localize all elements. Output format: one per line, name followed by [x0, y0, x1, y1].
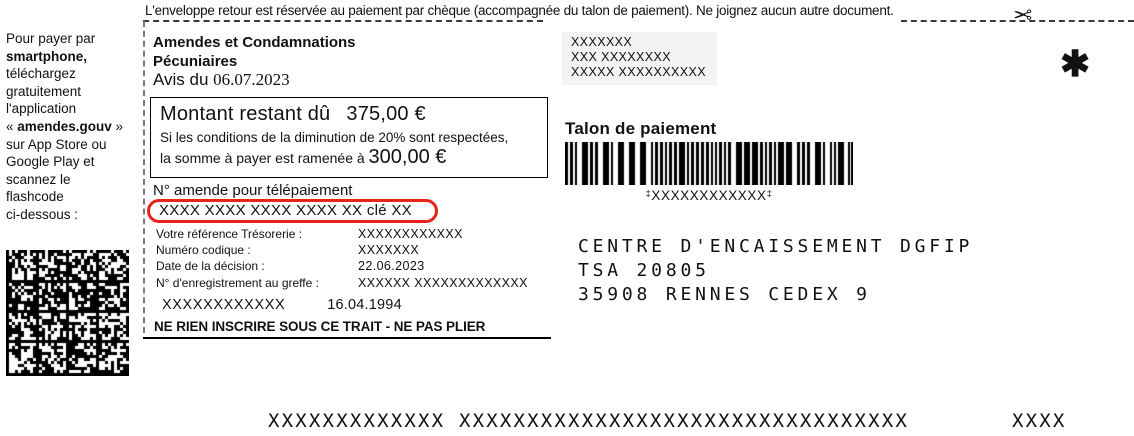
reference-value: XXXXXXXXXXXX [358, 227, 463, 241]
cut-dashed-line-left [143, 20, 543, 22]
address-line: TSA 20805 [578, 260, 710, 282]
telepayment-number-box: XXXX XXXX XXXX XXXX XX clé XX [147, 199, 438, 223]
address-line: 35908 RENNES CEDEX 9 [578, 284, 871, 306]
scissors-icon: ✂ [1013, 2, 1033, 28]
recipient-address-block: XXXXXXX XXX XXXXXXXX XXXXX XXXXXXXXXX [562, 32, 717, 85]
machine-readable-line-left: XXXXXXXXXXXXX XXXXXXXXXXXXXXXXXXXXXXXXXX… [268, 410, 910, 432]
debtor-name: XXXXXXXXXXXX [162, 297, 286, 313]
notice-date-line: Avis du 06.07.2023 [153, 70, 290, 90]
asterisk-marker-icon: ✱ [1060, 43, 1091, 84]
debtor-birthdate: 16.04.1994 [327, 297, 402, 313]
notice-title-line1: Amendes et Condamnations [153, 34, 356, 51]
telepayment-label: N° amende pour télépaiement [153, 182, 353, 199]
avis-date: 06.07.2023 [213, 70, 290, 89]
payment-barcode-icon [565, 142, 853, 185]
table-row: N° d'enregistrement au greffe : XXXXXX XX… [156, 275, 528, 291]
recipient-line: XXX XXXXXXXX [571, 50, 671, 64]
amount-due-label: Montant restant dû [160, 103, 331, 125]
recipient-line: XXXXXXX [571, 35, 633, 49]
amount-due-line: Montant restant dû 375,00 € [160, 103, 537, 126]
sidebar-text-line: Pour payer par [6, 31, 96, 46]
reference-value: XXXXXX XXXXXXXXXXXXX [358, 275, 528, 290]
amount-due-value: 375,00 € [346, 103, 426, 125]
envelope-instruction: L'enveloppe retour est réservée au paiem… [145, 3, 894, 18]
fold-warning: NE RIEN INSCRIRE SOUS CE TRAIT - NE PAS … [143, 319, 551, 339]
amount-due-box: Montant restant dû 375,00 € Si les condit… [150, 97, 548, 178]
barcode-value: XXXXXXXXXXXX [651, 188, 767, 203]
sidebar-text-line: Google Play et [6, 154, 95, 170]
debtor-line: XXXXXXXXXXXX 16.04.1994 [162, 297, 402, 313]
sidebar-text-line: téléchargez [6, 66, 76, 82]
sidebar-text-line: scannez le [6, 171, 71, 187]
sidebar-text-line: « amendes.gouv » [6, 118, 142, 136]
barcode-stop-char: ‡ [766, 188, 773, 200]
sidebar-text-line: l'application [6, 101, 77, 117]
table-row: Numéro codique : XXXXXXX [156, 242, 528, 258]
talon-title: Talon de paiement [565, 119, 717, 138]
cut-dashed-line-right [901, 20, 1134, 22]
detach-dashed-border [143, 21, 145, 333]
reference-table: Votre référence Trésorerie : XXXXXXXXXXXX… [156, 226, 528, 291]
flashcode-datamatrix-icon [6, 250, 129, 376]
sidebar-text-line: sur App Store ou [6, 136, 107, 152]
address-line: CENTRE D'ENCAISSEMENT DGFIP [578, 236, 974, 257]
notice-title: Amendes et Condamnations Pécuniaires [153, 33, 356, 71]
reference-value: 22.06.2023 [358, 259, 425, 274]
table-row: Votre référence Trésorerie : XXXXXXXXXXXX [156, 226, 528, 242]
smartphone-payment-sidebar: Pour payer par smartphone, téléchargez g… [6, 30, 142, 224]
reduced-amount-label: la somme à payer est ramenée à [160, 150, 369, 166]
avis-label: Avis du [153, 70, 214, 89]
reference-label: Numéro codique : [156, 243, 251, 258]
sidebar-text-line: smartphone, [6, 48, 88, 64]
sidebar-text-line: ci-dessous : [6, 206, 79, 222]
notice-title-line2: Pécuniaires [153, 53, 238, 70]
barcode-start-char: ‡ [645, 188, 652, 200]
reduction-condition-line2: la somme à payer est ramenée à 300,00 € [160, 146, 537, 169]
reduction-condition-line1: Si les conditions de la diminution de 20… [160, 130, 509, 145]
reference-label: Date de la décision : [156, 259, 265, 274]
app-name-suffix: » [111, 118, 124, 134]
reduced-amount-value: 300,00 € [368, 146, 447, 168]
machine-readable-line-right: XXXX [1012, 410, 1067, 432]
sidebar-text-line: gratuitement [6, 83, 82, 99]
sidebar-text-line: flashcode [6, 189, 64, 205]
app-name: amendes.gouv [17, 118, 112, 134]
telepayment-number: XXXX XXXX XXXX XXXX XX clé XX [159, 202, 412, 219]
app-name-prefix: « [6, 118, 18, 134]
reference-label: Votre référence Trésorerie : [156, 227, 303, 241]
encashment-center-address: CENTRE D'ENCAISSEMENT DGFIP TSA 20805 35… [578, 235, 973, 308]
table-row: Date de la décision : 22.06.2023 [156, 258, 528, 274]
barcode-label: ‡XXXXXXXXXXXX‡ [565, 188, 853, 203]
recipient-line: XXXXX XXXXXXXXXX [571, 65, 706, 79]
reference-label: N° d'enregistrement au greffe : [156, 275, 319, 290]
reference-value: XXXXXXX [358, 243, 420, 258]
